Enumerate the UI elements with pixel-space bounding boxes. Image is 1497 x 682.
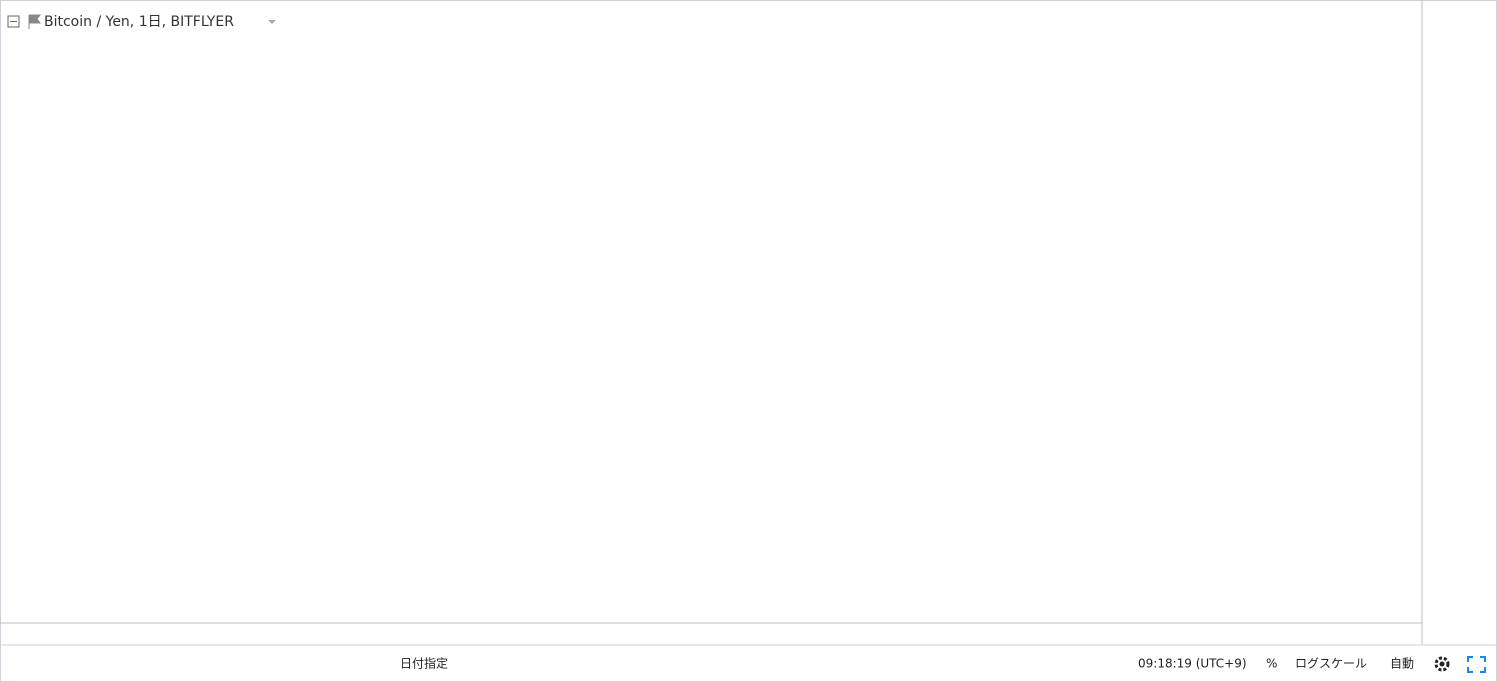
collapse-button[interactable] bbox=[7, 15, 20, 28]
gear-icon bbox=[1434, 656, 1450, 672]
flag-icon[interactable] bbox=[28, 14, 41, 29]
gear-hub bbox=[1439, 661, 1445, 667]
date-range-button[interactable]: 日付指定 bbox=[400, 656, 448, 671]
symbol-title: Bitcoin / Yen, 1日, BITFLYER bbox=[44, 14, 234, 30]
settings-button[interactable] bbox=[1434, 656, 1450, 672]
auto-scale-toggle[interactable]: 自動 bbox=[1390, 657, 1414, 671]
log-scale-toggle[interactable]: ログスケール bbox=[1295, 657, 1367, 671]
fullscreen-button[interactable] bbox=[1467, 656, 1486, 673]
percent-toggle[interactable]: % bbox=[1266, 657, 1277, 671]
toolbar: 日付指定 09:18:19 (UTC+9) % ログスケール 自動 bbox=[400, 656, 1486, 673]
dropdown-arrow[interactable] bbox=[268, 20, 276, 24]
legend: Bitcoin / Yen, 1日, BITFLYER bbox=[7, 14, 276, 30]
clock: 09:18:19 (UTC+9) bbox=[1138, 657, 1247, 671]
